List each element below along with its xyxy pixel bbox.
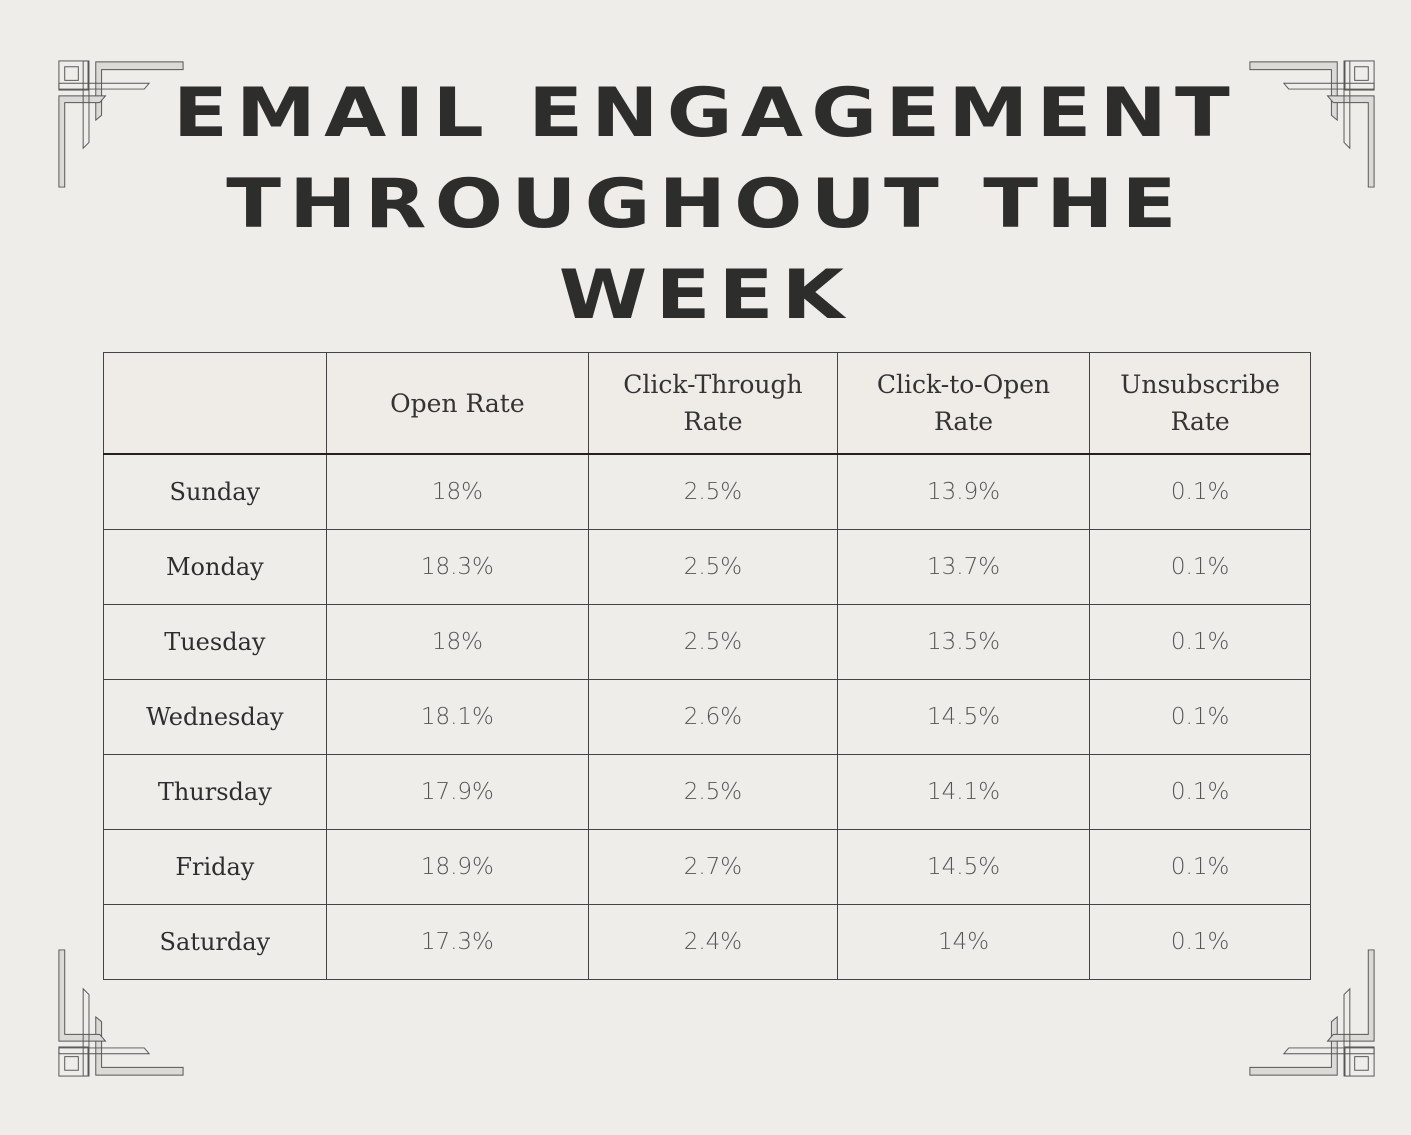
column-header: Open Rate [325,352,590,455]
rate-cell: 2.5% [588,754,838,830]
rate-cell: 2.5% [588,604,838,680]
rate-cell: 2.7% [588,829,838,905]
table-row: Tuesday 18% 2.5% 13.5% 0.1% [103,604,1311,680]
rate-cell: 0.1% [1089,904,1311,980]
day-label: Sunday [103,453,327,530]
rate-cell: 13.5% [836,604,1091,680]
rate-cell: 18.1% [325,679,590,755]
column-header: Click-to-Open Rate [836,352,1091,455]
rate-cell: 2.5% [588,453,838,530]
table-row: Saturday 17.3% 2.4% 14% 0.1% [103,904,1311,980]
rate-cell: 0.1% [1089,754,1311,830]
day-label: Tuesday [103,604,327,680]
day-label: Friday [103,829,327,905]
rate-cell: 18.3% [325,529,590,605]
day-label: Wednesday [103,679,327,755]
column-header: Unsubscribe Rate [1089,352,1311,455]
rate-cell: 2.6% [588,679,838,755]
table-row: Wednesday 18.1% 2.6% 14.5% 0.1% [103,679,1311,755]
title-line-2: THROUGHOUT THE [226,165,1185,244]
table-row: Monday 18.3% 2.5% 13.7% 0.1% [103,529,1311,605]
rate-cell: 0.1% [1089,829,1311,905]
title-line-1: EMAIL ENGAGEMENT [172,74,1238,153]
rate-cell: 14% [836,904,1091,980]
rate-cell: 13.9% [836,453,1091,530]
table-header-row: Open Rate Click-Through Rate Click-to-Open… [103,352,1311,455]
rate-cell: 13.7% [836,529,1091,605]
day-label: Saturday [103,904,327,980]
day-label: Monday [103,529,327,605]
rate-cell: 18% [325,453,590,530]
rate-cell: 17.3% [325,904,590,980]
column-header [103,352,327,455]
table-row: Friday 18.9% 2.7% 14.5% 0.1% [103,829,1311,905]
column-header: Click-Through Rate [588,352,838,455]
table-row: Thursday 17.9% 2.5% 14.1% 0.1% [103,754,1311,830]
rate-cell: 2.5% [588,529,838,605]
rate-cell: 18.9% [325,829,590,905]
page-title: EMAIL ENGAGEMENT THROUGHOUT THE WEEK [0,68,1411,341]
table-row: Sunday 18% 2.5% 13.9% 0.1% [103,453,1311,530]
rate-cell: 0.1% [1089,453,1311,530]
rate-cell: 0.1% [1089,529,1311,605]
day-label: Thursday [103,754,327,830]
rate-cell: 0.1% [1089,604,1311,680]
rate-cell: 14.5% [836,829,1091,905]
rate-cell: 14.1% [836,754,1091,830]
rate-cell: 17.9% [325,754,590,830]
title-line-3: WEEK [558,256,853,335]
rate-cell: 0.1% [1089,679,1311,755]
rate-cell: 2.4% [588,904,838,980]
rate-cell: 14.5% [836,679,1091,755]
engagement-table: Open Rate Click-Through Rate Click-to-Open… [103,352,1311,980]
rate-cell: 18% [325,604,590,680]
